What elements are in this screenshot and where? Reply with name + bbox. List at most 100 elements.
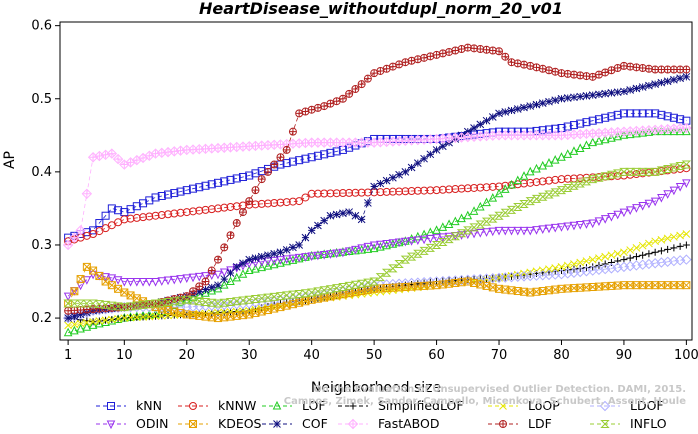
data-point-odin bbox=[557, 223, 566, 232]
data-point-knnw bbox=[395, 187, 404, 196]
data-point-knnw bbox=[557, 175, 566, 184]
data-point-cof bbox=[620, 87, 628, 96]
data-point-inflo bbox=[119, 303, 130, 312]
data-point-odin bbox=[394, 238, 404, 248]
data-point-knn bbox=[332, 147, 341, 156]
data-point-knnw bbox=[357, 188, 366, 197]
data-point-ldf bbox=[276, 153, 285, 162]
data-point-lof bbox=[201, 288, 210, 297]
data-point-inflo bbox=[63, 299, 73, 308]
data-point-knnw bbox=[457, 184, 466, 193]
data-point-lof bbox=[607, 133, 616, 142]
data-point-knnw bbox=[638, 169, 647, 178]
data-point-loop bbox=[676, 231, 684, 240]
data-point-simplifiedlof bbox=[682, 241, 690, 249]
data-point-loop bbox=[638, 241, 647, 250]
data-point-knnw bbox=[388, 187, 397, 196]
data-point-ldf bbox=[351, 85, 360, 94]
data-point-odin bbox=[488, 227, 498, 237]
y-tick-label: 0.2 bbox=[31, 311, 52, 326]
data-point-knn bbox=[157, 191, 166, 200]
data-point-simplifiedlof bbox=[570, 265, 578, 273]
data-point-lof bbox=[213, 283, 223, 293]
data-point-knnw bbox=[438, 185, 447, 194]
series-line-ldf bbox=[68, 47, 687, 312]
data-point-odin bbox=[675, 182, 685, 192]
data-point-inflo bbox=[481, 217, 492, 226]
data-point-lof bbox=[288, 255, 298, 264]
data-point-odin bbox=[632, 204, 641, 213]
data-point-cof bbox=[207, 283, 216, 292]
series-line-knnw bbox=[67, 167, 687, 242]
data-point-ldf bbox=[413, 55, 422, 64]
data-point-loop bbox=[657, 235, 666, 244]
data-point-loop bbox=[632, 244, 641, 252]
data-point-knn bbox=[101, 211, 110, 220]
data-point-cof bbox=[289, 243, 297, 252]
data-point-knnw bbox=[332, 189, 341, 198]
data-point-loop bbox=[551, 264, 560, 272]
data-point-ldf bbox=[407, 56, 416, 65]
data-point-loop bbox=[95, 317, 104, 325]
x-tick-label: 40 bbox=[303, 348, 320, 363]
data-point-odin bbox=[176, 275, 185, 284]
data-point-inflo bbox=[587, 175, 598, 184]
data-point-lof bbox=[600, 134, 610, 144]
data-point-cof bbox=[395, 170, 403, 179]
data-point-inflo bbox=[238, 296, 248, 305]
data-point-ldf bbox=[495, 47, 504, 56]
data-point-odin bbox=[282, 255, 292, 264]
data-point-knn bbox=[651, 109, 660, 118]
data-point-odin bbox=[120, 278, 129, 287]
data-point-cof bbox=[220, 275, 229, 283]
data-point-ldf bbox=[457, 45, 466, 54]
data-point-odin bbox=[532, 226, 541, 235]
data-point-cof bbox=[270, 249, 279, 258]
data-point-inflo bbox=[388, 264, 398, 273]
data-point-simplifiedlof bbox=[582, 264, 590, 272]
data-point-cof bbox=[670, 75, 678, 84]
data-point-inflo bbox=[656, 166, 667, 175]
data-point-ldof bbox=[681, 254, 692, 265]
data-point-fastabod bbox=[112, 153, 124, 165]
data-point-knnw bbox=[132, 213, 141, 222]
data-point-knn bbox=[307, 153, 316, 162]
legend-marker-ldf bbox=[499, 420, 507, 428]
y-tick-label: 0.3 bbox=[31, 238, 52, 253]
data-point-odin bbox=[288, 254, 298, 264]
data-point-ldf bbox=[563, 69, 572, 78]
data-point-knn bbox=[282, 159, 291, 168]
data-point-ldf bbox=[501, 52, 510, 61]
data-point-knn bbox=[126, 205, 135, 214]
data-point-knnw bbox=[426, 186, 435, 195]
data-point-loop bbox=[595, 254, 603, 262]
data-point-inflo bbox=[431, 240, 442, 249]
data-point-knn bbox=[632, 109, 641, 118]
data-point-kdeos bbox=[76, 275, 85, 284]
data-point-knn bbox=[114, 206, 123, 215]
data-point-lof bbox=[500, 184, 510, 193]
data-point-odin bbox=[494, 226, 504, 236]
data-point-odin bbox=[188, 273, 198, 283]
x-tick-label: 10 bbox=[116, 348, 133, 363]
x-tick-label: 100 bbox=[674, 348, 698, 363]
x-tick-label: 20 bbox=[179, 348, 196, 363]
data-point-kdeos bbox=[70, 287, 79, 296]
data-point-inflo bbox=[606, 170, 617, 179]
data-point-inflo bbox=[188, 296, 198, 305]
data-point-inflo bbox=[681, 160, 692, 169]
data-point-lof bbox=[76, 323, 85, 333]
plot-area bbox=[62, 43, 692, 337]
data-point-loop bbox=[645, 239, 653, 248]
data-point-lof bbox=[357, 244, 366, 254]
data-point-cof bbox=[488, 113, 497, 121]
data-point-inflo bbox=[650, 167, 660, 176]
data-point-odin bbox=[638, 201, 647, 211]
data-point-ldf bbox=[526, 61, 535, 70]
watermark-line-2: Campos, Zimek, Sander, Campello, Micenko… bbox=[284, 396, 686, 407]
data-point-odin bbox=[138, 278, 148, 287]
data-point-cof bbox=[401, 168, 410, 176]
data-point-ldf bbox=[463, 43, 472, 52]
data-point-inflo bbox=[463, 226, 473, 235]
data-point-inflo bbox=[350, 280, 361, 289]
